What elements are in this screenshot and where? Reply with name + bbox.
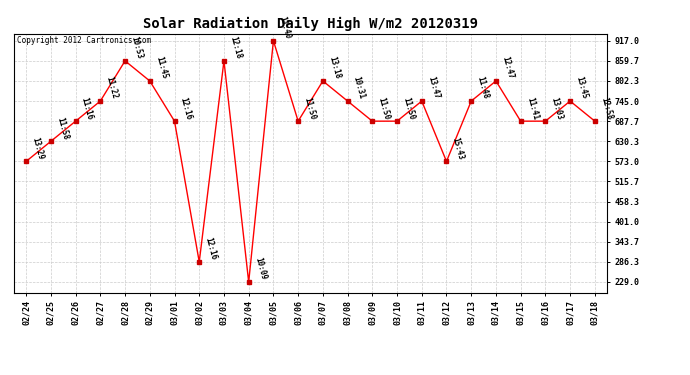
- Text: 12:18: 12:18: [228, 35, 243, 60]
- Text: 11:50: 11:50: [302, 96, 317, 120]
- Text: 12:58: 12:58: [599, 96, 613, 120]
- Text: 10:09: 10:09: [253, 256, 268, 281]
- Text: 11:41: 11:41: [525, 96, 540, 120]
- Text: 10:31: 10:31: [352, 76, 366, 100]
- Text: 12:16: 12:16: [179, 96, 193, 120]
- Text: 11:22: 11:22: [104, 76, 119, 100]
- Text: 13:18: 13:18: [327, 56, 342, 80]
- Text: 13:03: 13:03: [549, 96, 564, 120]
- Text: 13:29: 13:29: [30, 136, 45, 160]
- Text: 12:16: 12:16: [204, 237, 218, 261]
- Text: 11:48: 11:48: [475, 76, 490, 100]
- Text: 11:58: 11:58: [55, 116, 70, 141]
- Title: Solar Radiation Daily High W/m2 20120319: Solar Radiation Daily High W/m2 20120319: [143, 17, 478, 31]
- Text: Copyright 2012 Cartronics.com: Copyright 2012 Cartronics.com: [17, 36, 151, 45]
- Text: 11:50: 11:50: [377, 96, 391, 120]
- Text: 15:43: 15:43: [451, 136, 465, 160]
- Text: 11:40: 11:40: [277, 15, 293, 40]
- Text: 11:16: 11:16: [80, 96, 95, 120]
- Text: 11:50: 11:50: [401, 96, 416, 120]
- Text: 10:53: 10:53: [129, 35, 144, 60]
- Text: 13:47: 13:47: [426, 76, 441, 100]
- Text: 13:45: 13:45: [574, 76, 589, 100]
- Text: 12:47: 12:47: [500, 56, 515, 80]
- Text: 11:45: 11:45: [154, 56, 168, 80]
